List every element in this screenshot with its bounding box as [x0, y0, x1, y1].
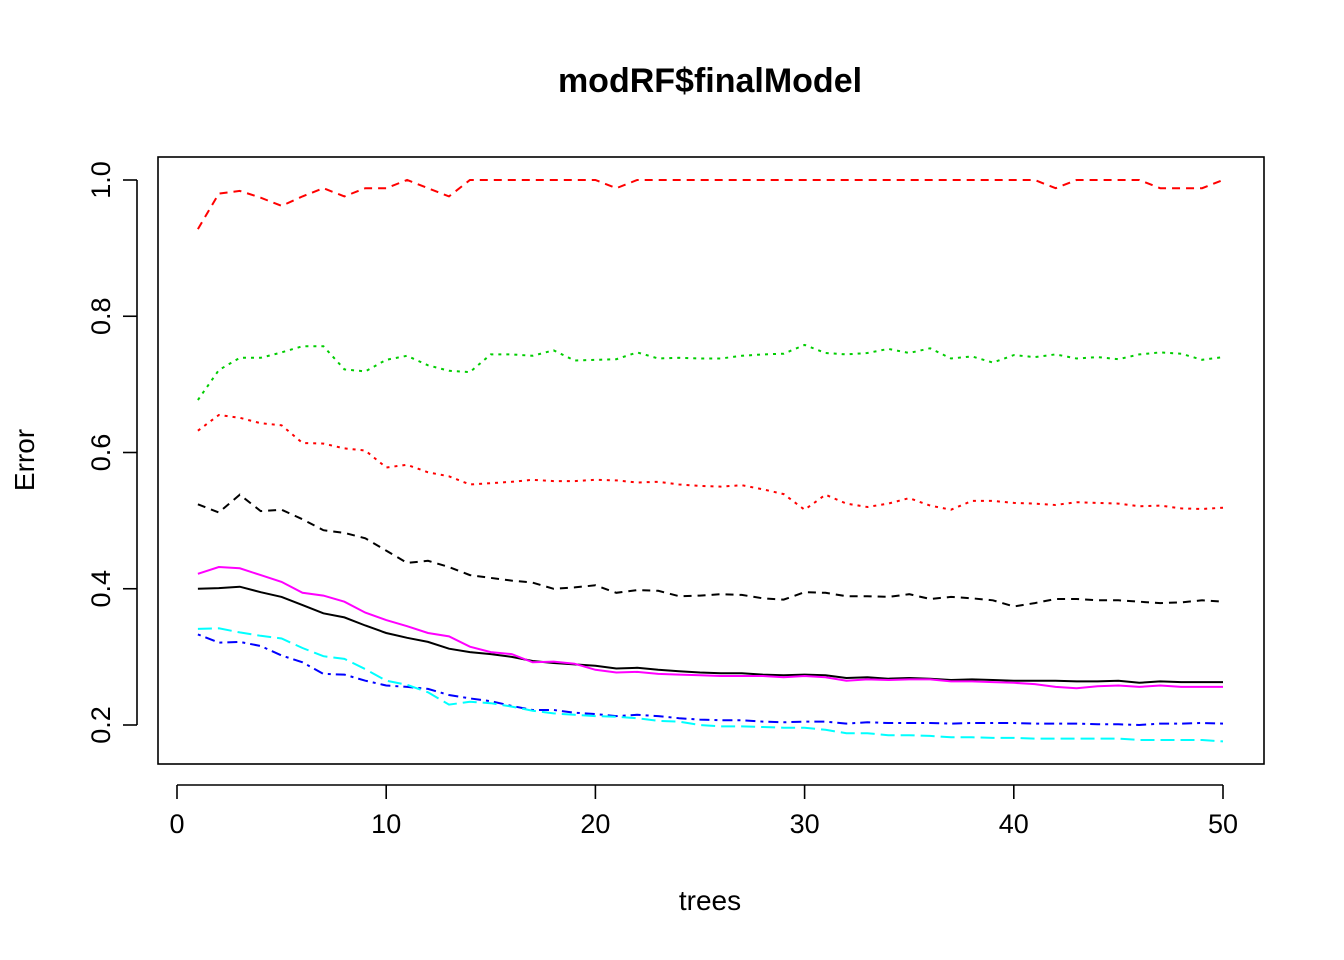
series-line-8: [197, 178, 1224, 230]
series-line-5: [197, 627, 1224, 743]
y-tick-label: 0.8: [86, 297, 116, 335]
x-tick-label: 10: [371, 809, 401, 839]
y-tick-label: 1.0: [86, 161, 116, 199]
series-layer: [197, 178, 1224, 743]
series-line-1: [197, 585, 1223, 684]
chart-title: modRF$finalModel: [558, 62, 862, 100]
y-axis: 0.2 0.4 0.6 0.8 1.0: [86, 161, 138, 744]
x-axis: 0 10 20 30 40 50: [169, 784, 1238, 839]
y-tick-label: 0.6: [86, 434, 116, 472]
x-tick-label: 30: [790, 809, 820, 839]
series-line-6: [197, 565, 1223, 690]
x-axis-label: trees: [679, 885, 741, 916]
series-line-7: [197, 493, 1224, 608]
x-tick-label: 0: [169, 809, 184, 839]
series-line-2: [197, 413, 1224, 511]
series-line-4: [197, 633, 1224, 727]
x-tick-label: 40: [999, 809, 1029, 839]
x-tick-label: 50: [1208, 809, 1238, 839]
y-tick-label: 0.4: [86, 570, 116, 608]
plot-frame: [157, 156, 1265, 765]
y-tick-label: 0.2: [86, 706, 116, 744]
y-axis-label: Error: [9, 429, 40, 491]
series-line-3: [197, 343, 1224, 401]
x-tick-label: 20: [580, 809, 610, 839]
